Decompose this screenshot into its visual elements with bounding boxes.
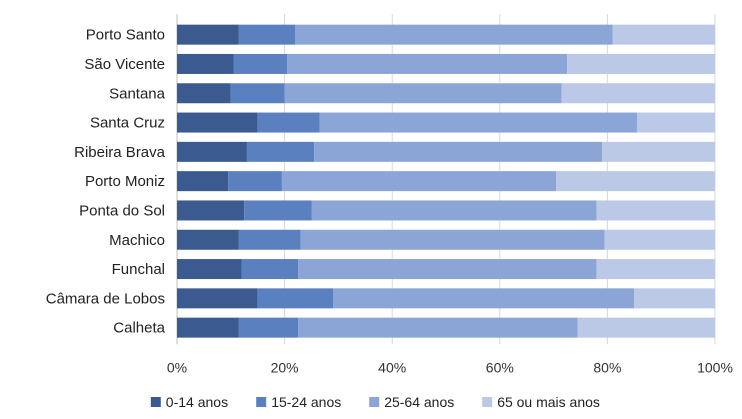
bar-segment	[257, 288, 334, 309]
bar-segment	[567, 53, 715, 74]
bar-segment	[561, 83, 715, 104]
bar-segment	[556, 171, 715, 192]
bar-segment	[233, 53, 288, 74]
category-label: Funchal	[112, 261, 165, 278]
bar-segment	[281, 171, 557, 192]
bar-segment	[177, 288, 258, 309]
category-label: Ribeira Brava	[74, 144, 166, 161]
category-label: Santa Cruz	[90, 115, 165, 132]
bar-segment	[636, 112, 715, 133]
bar-segment	[246, 141, 315, 162]
category-label: Santana	[109, 85, 166, 102]
bar-segment	[244, 200, 312, 221]
category-label: Porto Moniz	[85, 173, 165, 190]
x-tick-label: 0%	[167, 359, 187, 375]
bar-segment	[177, 259, 242, 280]
category-label: Porto Santo	[86, 27, 165, 44]
bar-segment	[284, 83, 562, 104]
bar-segment	[230, 83, 285, 104]
bar-segment	[177, 141, 247, 162]
bar-segment	[177, 83, 231, 104]
bar-segment	[257, 112, 320, 133]
bar-segment	[634, 288, 715, 309]
bar-segment	[314, 141, 603, 162]
bar-segment	[177, 200, 245, 221]
legend-label: 15-24 anos	[271, 394, 341, 410]
bar-segment	[311, 200, 597, 221]
x-tick-label: 80%	[593, 359, 621, 375]
bar-segment	[177, 229, 239, 250]
legend-label: 0-14 anos	[166, 394, 228, 410]
bar-segment	[596, 259, 715, 280]
category-label: Calheta	[113, 320, 165, 337]
bar-segment	[241, 259, 299, 280]
bar-segment	[596, 200, 715, 221]
bar-segment	[177, 53, 234, 74]
bar-segment	[177, 112, 258, 133]
bar-segment	[177, 317, 239, 338]
legend-swatch	[482, 397, 493, 407]
bar-segment	[300, 229, 605, 250]
bar-segment	[295, 24, 613, 45]
bar-segment	[319, 112, 637, 133]
bar-segment	[604, 229, 715, 250]
bar-segment	[298, 259, 597, 280]
x-tick-label: 20%	[271, 359, 299, 375]
bar-segment	[238, 229, 301, 250]
legend-swatch	[150, 397, 161, 407]
bar-segment	[238, 317, 299, 338]
category-label: Ponta do Sol	[79, 202, 165, 219]
x-tick-label: 40%	[378, 359, 406, 375]
bar-segment	[238, 24, 296, 45]
category-label: Câmara de Lobos	[46, 290, 165, 307]
bar-segment	[333, 288, 635, 309]
x-tick-label: 60%	[486, 359, 514, 375]
bar-segment	[298, 317, 578, 338]
bar-segment	[177, 24, 239, 45]
bar-segment	[177, 171, 229, 192]
category-label: Machico	[109, 232, 165, 249]
bar-segment	[612, 24, 715, 45]
bar-segment	[602, 141, 715, 162]
legend-swatch	[256, 397, 267, 407]
legend-label: 65 ou mais anos	[497, 394, 600, 410]
legend-swatch	[369, 397, 380, 407]
bar-segment	[228, 171, 282, 192]
bar-segment	[577, 317, 715, 338]
category-label: São Vicente	[84, 56, 165, 73]
legend-label: 25-64 anos	[384, 394, 454, 410]
bar-segment	[287, 53, 568, 74]
x-tick-label: 100%	[697, 359, 733, 375]
